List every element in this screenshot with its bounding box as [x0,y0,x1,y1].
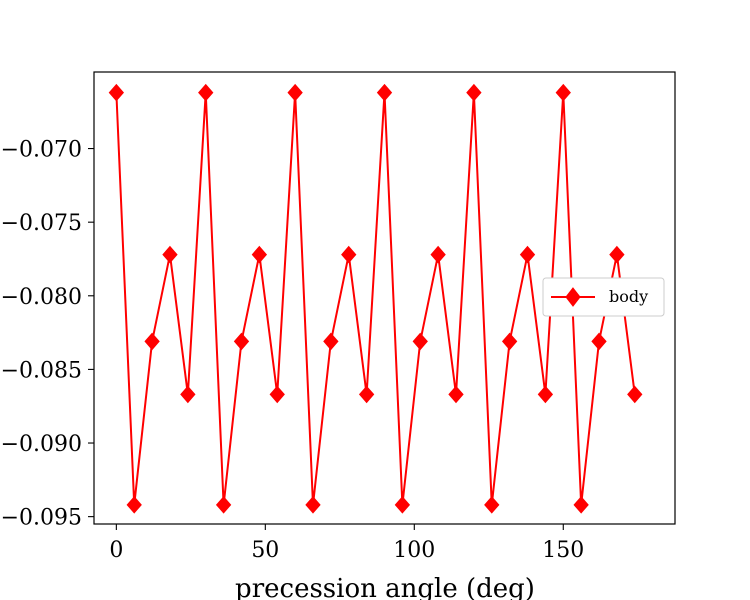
y-tick-label: −0.075 [1,211,82,236]
data-point [501,332,518,351]
data-point [627,385,643,404]
data-point [305,496,321,514]
y-ticks: −0.070 −0.075 −0.080 −0.085 −0.090 −0.095 [1,138,94,531]
data-point [144,332,160,351]
data-point [215,496,232,514]
legend-marker-body [565,287,581,307]
y-tick-label: −0.090 [1,432,82,457]
data-point [126,496,142,514]
legend: body [542,277,665,317]
data-point [537,385,554,404]
y-tick-label: −0.095 [1,506,82,531]
data-point [573,496,589,514]
data-point [591,332,607,351]
x-axis-label: precession angle (deg) [235,574,535,600]
data-point [198,83,214,102]
data-point [448,385,464,404]
x-tick-label: 100 [393,538,435,563]
data-point [358,385,375,404]
x-tick: 150 [542,524,584,563]
x-ticks: 0 50 100 150 [109,524,584,563]
y-tick-label: −0.070 [1,138,82,163]
x-tick: 100 [393,524,435,563]
series-layer [108,83,643,514]
y-tick: −0.080 [1,285,94,310]
legend-box [542,277,665,317]
y-tick: −0.075 [1,211,94,236]
y-tick: −0.085 [1,358,94,383]
data-point [233,332,250,351]
x-tick-label: 0 [109,538,123,563]
legend-label-body: body [609,287,648,306]
y-tick-label: −0.080 [1,285,82,310]
y-tick: −0.070 [1,138,94,163]
data-point [555,83,571,102]
y-tick: −0.095 [1,506,94,531]
data-point [287,83,303,102]
y-tick-label: −0.085 [1,358,82,383]
x-tick-label: 50 [251,538,279,563]
data-point [519,245,536,264]
data-point [269,385,285,404]
data-point [394,496,411,514]
x-tick-label: 150 [542,538,584,563]
data-point [430,245,446,264]
data-point [466,83,482,102]
data-point [376,83,393,102]
data-point [341,245,357,264]
data-point [323,332,339,351]
x-tick: 50 [251,524,279,563]
data-point [162,245,178,264]
y-tick: −0.090 [1,432,94,457]
data-point [412,332,428,351]
data-point [484,496,500,514]
data-point [180,385,196,404]
plot-frame [93,71,676,525]
data-point [609,245,625,264]
series-line-body [115,91,636,506]
data-point [251,245,268,264]
data-point [108,83,125,102]
x-tick: 0 [109,524,123,563]
